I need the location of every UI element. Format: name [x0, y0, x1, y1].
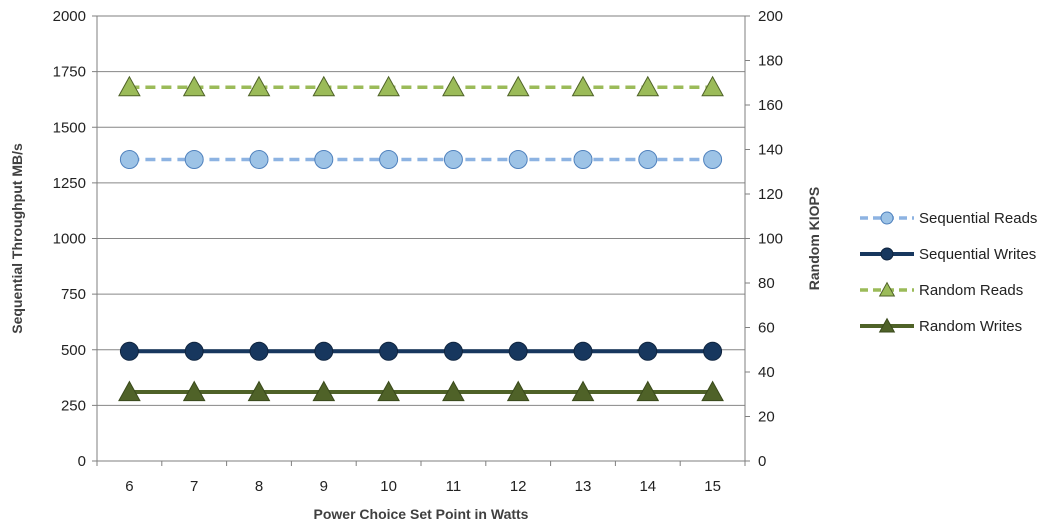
- data-point: [249, 150, 269, 170]
- right-y-tick-label: 20: [758, 409, 775, 426]
- data-point: [638, 150, 658, 170]
- data-point: [184, 150, 204, 170]
- left-y-tick-label: 1750: [53, 64, 86, 81]
- right-y-axis-title: Random KIOPS: [806, 187, 822, 290]
- data-point: [573, 341, 593, 361]
- data-point: [184, 341, 204, 361]
- axes: 0 250 500 750 1000 1250 1500 1750 2000 0 20 40 60 80 1…: [53, 8, 783, 495]
- data-point: [312, 380, 336, 402]
- x-tick-label: 7: [190, 478, 198, 495]
- data-point: [701, 75, 724, 97]
- data-point: [571, 75, 595, 97]
- x-tick-label: 9: [320, 478, 328, 495]
- x-axis-title: Power Choice Set Point in Watts: [314, 506, 529, 522]
- legend-item: Random Writes: [860, 317, 1022, 335]
- right-y-tick-label: 140: [758, 142, 783, 159]
- left-y-tick-label: 0: [78, 453, 86, 470]
- right-y-tick-label: 100: [758, 231, 783, 248]
- x-tick-label: 15: [704, 478, 721, 495]
- data-point: [119, 341, 139, 361]
- data-point: [636, 75, 660, 97]
- legend-swatch-marker: [878, 317, 896, 333]
- right-y-tick-label: 0: [758, 453, 766, 470]
- x-tick-label: 10: [380, 478, 397, 495]
- right-y-tick-label: 200: [758, 8, 783, 25]
- left-y-tick-label: 1500: [53, 119, 86, 136]
- data-point: [182, 75, 206, 97]
- legend-item: Sequential Reads: [860, 210, 1037, 227]
- data-point: [703, 341, 723, 361]
- left-y-axis-title: Sequential Throughput MB/s: [9, 143, 25, 334]
- x-tick-label: 12: [510, 478, 527, 495]
- series-random-reads: [118, 75, 724, 97]
- data-point: [314, 341, 334, 361]
- x-tick-label: 6: [125, 478, 133, 495]
- left-y-tick-label: 250: [61, 397, 86, 414]
- data-point: [506, 380, 530, 402]
- left-y-tick-label: 750: [61, 286, 86, 303]
- data-point: [247, 75, 271, 97]
- data-point: [314, 150, 334, 170]
- series-sequential-writes: [119, 341, 723, 361]
- data-point: [379, 341, 399, 361]
- left-y-tick-label: 1250: [53, 175, 86, 192]
- series: [118, 75, 724, 402]
- legend-label: Sequential Reads: [919, 210, 1037, 227]
- data-point: [638, 341, 658, 361]
- right-y-tick-label: 80: [758, 275, 775, 292]
- x-tick-label: 14: [639, 478, 656, 495]
- legend-label: Sequential Writes: [919, 246, 1036, 263]
- right-y-tick-label: 40: [758, 364, 775, 381]
- data-point: [571, 380, 595, 402]
- data-point: [377, 380, 400, 402]
- legend-item: Random Reads: [860, 281, 1023, 299]
- legend-label: Random Reads: [919, 282, 1023, 299]
- data-point: [573, 150, 593, 170]
- data-point: [119, 150, 139, 170]
- data-point: [636, 380, 660, 402]
- data-point: [442, 380, 465, 402]
- legend-label: Random Writes: [919, 318, 1022, 335]
- data-point: [249, 341, 269, 361]
- data-point: [506, 75, 530, 97]
- legend-swatch-marker: [878, 281, 896, 297]
- right-y-tick-label: 180: [758, 53, 783, 70]
- data-point: [703, 150, 723, 170]
- series-sequential-reads: [119, 150, 723, 170]
- right-y-tick-label: 60: [758, 320, 775, 337]
- data-point: [118, 75, 141, 97]
- data-point: [182, 380, 206, 402]
- data-point: [508, 150, 528, 170]
- x-tick-label: 8: [255, 478, 263, 495]
- data-point: [701, 380, 724, 402]
- x-tick-label: 11: [446, 478, 462, 495]
- series-random-writes: [118, 380, 724, 402]
- right-y-tick-label: 160: [758, 97, 783, 114]
- data-point: [443, 150, 463, 170]
- left-y-tick-label: 500: [61, 342, 86, 359]
- data-point: [247, 380, 271, 402]
- data-point: [508, 341, 528, 361]
- right-y-tick-label: 120: [758, 186, 783, 203]
- legend-item: Sequential Writes: [860, 246, 1036, 263]
- data-point: [118, 380, 141, 402]
- data-point: [443, 341, 463, 361]
- legend: Sequential Reads Sequential Writes Random …: [860, 210, 1037, 335]
- left-y-tick-label: 1000: [53, 231, 86, 248]
- legend-swatch-marker: [880, 247, 894, 261]
- data-point: [377, 75, 400, 97]
- legend-swatch-marker: [880, 211, 894, 225]
- x-tick-label: 13: [575, 478, 592, 495]
- left-y-tick-label: 2000: [53, 8, 86, 25]
- data-point: [379, 150, 399, 170]
- data-point: [312, 75, 336, 97]
- data-point: [442, 75, 465, 97]
